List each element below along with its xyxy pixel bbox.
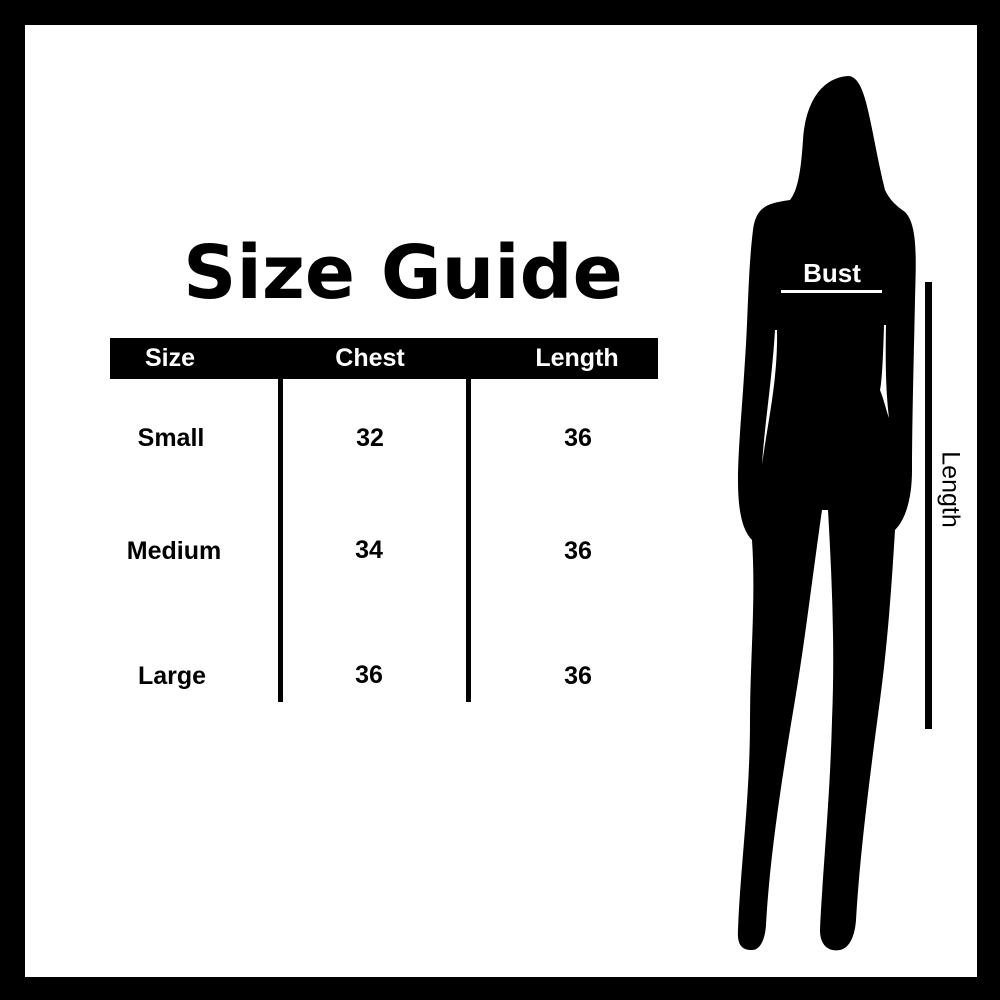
silhouette-shape xyxy=(737,76,916,951)
size-cell: Large xyxy=(137,662,207,690)
chest-cell: 34 xyxy=(355,536,383,564)
chest-cell: 32 xyxy=(356,424,384,452)
length-cell: 36 xyxy=(564,537,592,565)
page-title: Size Guide xyxy=(183,230,623,316)
chest-cell: 36 xyxy=(355,661,383,689)
size-cell: Medium xyxy=(126,537,222,565)
size-cell: Small xyxy=(137,424,205,452)
header-length: Length xyxy=(535,344,619,372)
length-line xyxy=(925,282,932,729)
column-divider xyxy=(466,379,471,702)
length-label: Length xyxy=(936,451,965,528)
arm-gap-left xyxy=(762,330,778,465)
arm-gap-right xyxy=(880,325,889,418)
bust-line xyxy=(781,290,882,293)
table-header: Size Chest Length xyxy=(110,338,658,379)
length-cell: 36 xyxy=(564,424,592,452)
header-size: Size xyxy=(144,344,196,372)
header-chest: Chest xyxy=(335,344,405,372)
length-cell: 36 xyxy=(564,662,592,690)
column-divider xyxy=(278,379,283,702)
bust-label: Bust xyxy=(803,258,861,288)
